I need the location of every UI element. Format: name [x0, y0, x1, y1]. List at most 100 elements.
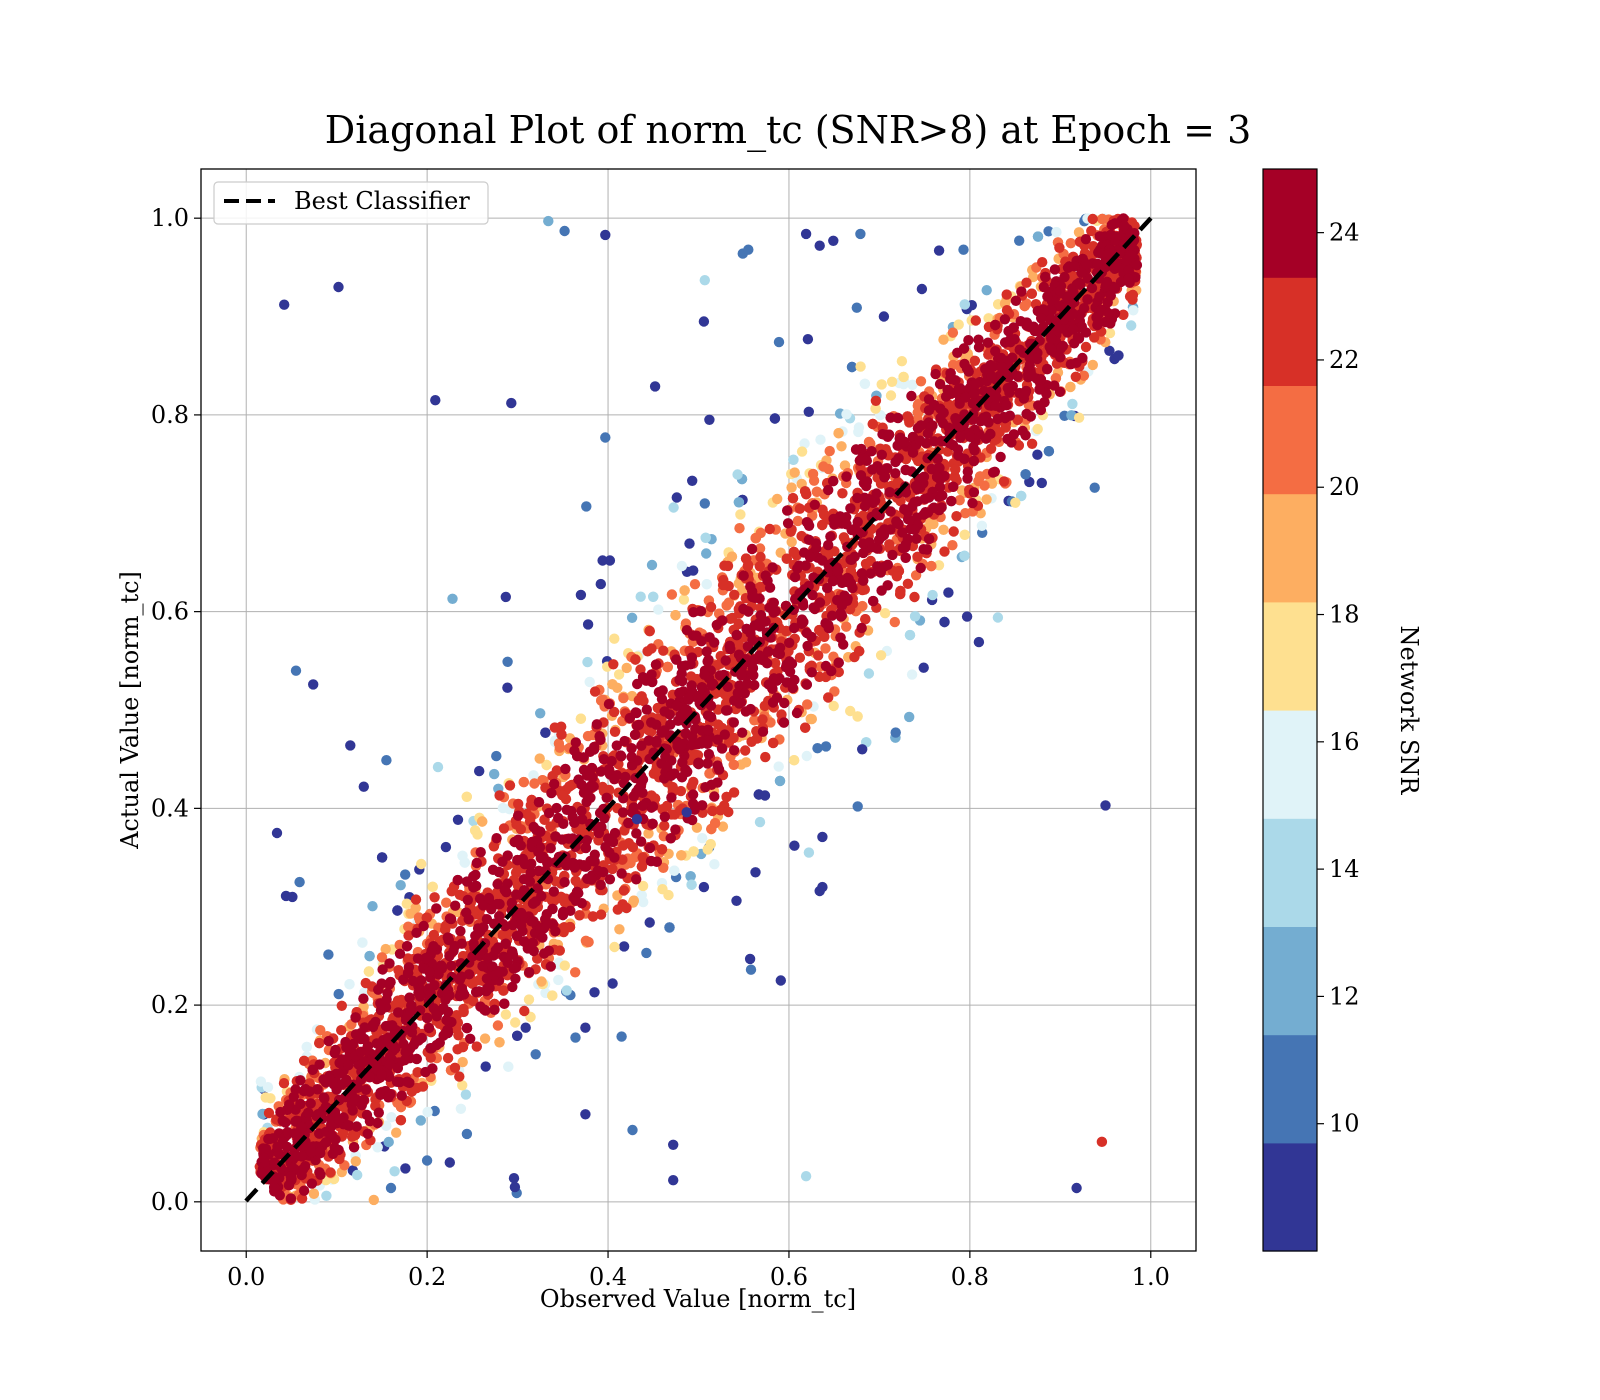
scatter-point [362, 1128, 373, 1140]
scatter-point [999, 314, 1011, 325]
scatter-point [688, 607, 699, 618]
scatter-point [1080, 341, 1092, 353]
scatter-point [684, 538, 695, 549]
scatter-point [653, 687, 665, 698]
scatter-point [906, 669, 918, 680]
scatter-point [277, 1115, 288, 1127]
scatter-point [723, 806, 734, 818]
scatter-point [444, 950, 455, 962]
scatter-point [911, 533, 922, 544]
scatter-point [516, 907, 527, 919]
scatter-point [1055, 285, 1066, 296]
scatter-point [863, 668, 875, 679]
scatter-point [745, 581, 756, 592]
scatter-point [594, 731, 605, 742]
scatter-point [1020, 469, 1031, 480]
scatter-point [934, 481, 946, 493]
scatter-point [990, 346, 1001, 357]
scatter-point [701, 646, 712, 657]
scatter-point [990, 319, 1001, 331]
scatter-point [1113, 350, 1124, 361]
scatter-point [1043, 226, 1054, 237]
scatter-point [757, 726, 769, 737]
scatter-point [784, 637, 795, 648]
scatter-point [323, 949, 334, 960]
scatter-point [697, 800, 708, 811]
scatter-point [1105, 318, 1116, 329]
scatter-point [333, 1068, 344, 1080]
scatter-point [705, 839, 716, 850]
scatter-point [603, 698, 615, 710]
scatter-point [364, 950, 375, 962]
scatter-point [884, 487, 895, 498]
scatter-point [841, 621, 852, 632]
scatter-point [500, 1009, 512, 1020]
scatter-point [677, 675, 688, 687]
scatter-point [1073, 412, 1085, 423]
scatter-point [372, 1142, 383, 1153]
scatter-point [376, 952, 388, 963]
scatter-point [391, 1076, 403, 1088]
scatter-point [325, 1167, 336, 1178]
scatter-point [666, 792, 677, 803]
scatter-point [773, 761, 784, 772]
scatter-point [987, 467, 999, 478]
scatter-point [791, 707, 803, 719]
scatter-point [589, 856, 600, 867]
scatter-point [455, 1103, 467, 1115]
scatter-point [595, 879, 606, 891]
scatter-point [706, 823, 717, 835]
scatter-point [909, 497, 920, 508]
scatter-point [1004, 387, 1015, 398]
scatter-point [719, 560, 730, 571]
scatter-point [450, 900, 461, 911]
scatter-point [861, 455, 872, 466]
scatter-point [1118, 220, 1130, 231]
scatter-point [560, 763, 571, 775]
scatter-point [782, 518, 794, 529]
scatter-point [900, 552, 911, 563]
scatter-point [533, 865, 544, 877]
scatter-point [326, 1121, 337, 1132]
scatter-point [750, 533, 762, 544]
scatter-point [1036, 477, 1048, 489]
scatter-point [384, 1058, 395, 1070]
scatter-point [735, 697, 747, 708]
scatter-point [547, 895, 558, 906]
scatter-point [582, 656, 593, 668]
scatter-point [598, 866, 609, 878]
scatter-point [529, 778, 540, 789]
scatter-point [665, 770, 677, 781]
scatter-point [1019, 300, 1030, 312]
scatter-point [1042, 363, 1053, 375]
scatter-point [770, 605, 781, 617]
scatter-point [928, 436, 940, 447]
scatter-point [898, 371, 909, 383]
scatter-point [508, 963, 519, 974]
scatter-point [820, 643, 831, 654]
scatter-point [534, 753, 545, 764]
scatter-point [1012, 414, 1023, 425]
scatter-point [786, 536, 797, 548]
scatter-point [412, 1067, 423, 1078]
scatter-point [272, 1141, 283, 1153]
scatter-point [394, 948, 406, 959]
scatter-point [675, 785, 687, 797]
scatter-point [1106, 219, 1118, 231]
scatter-point [990, 400, 1001, 411]
scatter-point [1087, 359, 1099, 371]
scatter-point [939, 616, 950, 628]
scatter-point [662, 761, 673, 772]
scatter-point [391, 1127, 402, 1138]
scatter-point [980, 433, 992, 444]
scatter-point [581, 835, 592, 846]
scatter-point [896, 356, 908, 367]
scatter-point [595, 909, 607, 920]
scatter-point [1086, 282, 1098, 294]
scatter-point [591, 719, 603, 730]
scatter-point [969, 355, 981, 366]
scatter-point [1026, 288, 1038, 299]
scatter-point [762, 575, 773, 586]
scatter-point [517, 925, 528, 937]
scatter-point [413, 912, 425, 923]
